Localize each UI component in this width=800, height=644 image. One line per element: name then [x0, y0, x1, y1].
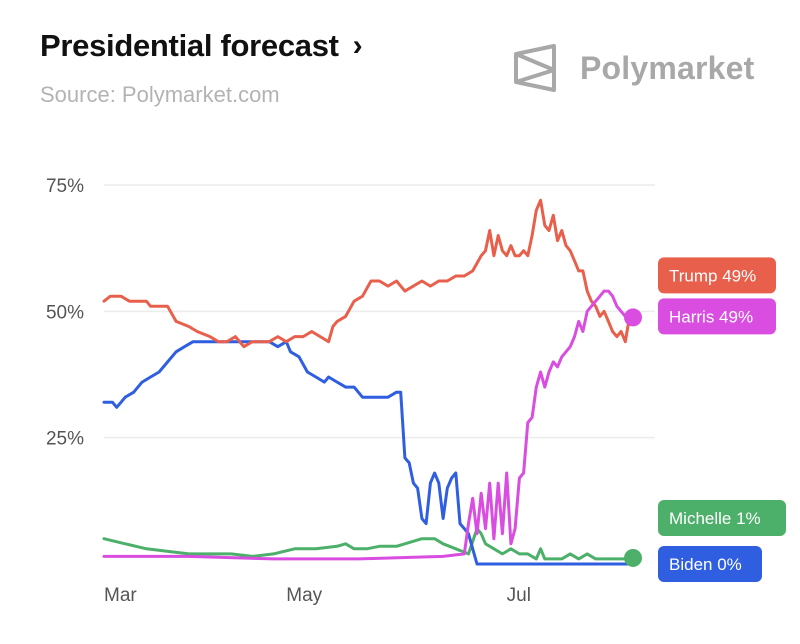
series-line-biden [102, 340, 632, 566]
end-marker-harris [624, 308, 642, 327]
chart-header: Presidential forecast › Source: Polymark… [40, 28, 363, 108]
end-label-trump [658, 257, 776, 294]
y-tick-label: 75% [46, 176, 84, 197]
x-tick-label: May [286, 585, 322, 606]
end-marker-michelle [624, 548, 642, 567]
end-label-text: Michelle 1% [669, 509, 761, 528]
series-line-harris [102, 289, 632, 561]
chart-title: Presidential forecast [40, 28, 339, 63]
end-label-biden [658, 546, 762, 582]
end-label-text: Harris 49% [669, 307, 753, 326]
end-label-michelle [658, 499, 786, 536]
x-tick-label: Jul [507, 585, 531, 606]
chevron-right-icon[interactable]: › [352, 29, 363, 62]
brand-name: Polymarket [580, 49, 755, 86]
series-line-trump [102, 198, 632, 349]
end-label-harris [658, 298, 776, 335]
source-text: Source: Polymarket.com [40, 82, 280, 107]
y-tick-label: 50% [46, 302, 84, 323]
end-label-text: Biden 0% [669, 555, 742, 574]
title-link[interactable]: Presidential forecast › [40, 28, 363, 64]
brand: Polymarket [512, 42, 755, 94]
end-label-text: Trump 49% [669, 266, 756, 285]
y-tick-label: 25% [46, 429, 84, 450]
polymarket-logo-icon [514, 44, 556, 92]
x-tick-label: Mar [104, 585, 137, 606]
series-line-michelle [102, 527, 632, 561]
